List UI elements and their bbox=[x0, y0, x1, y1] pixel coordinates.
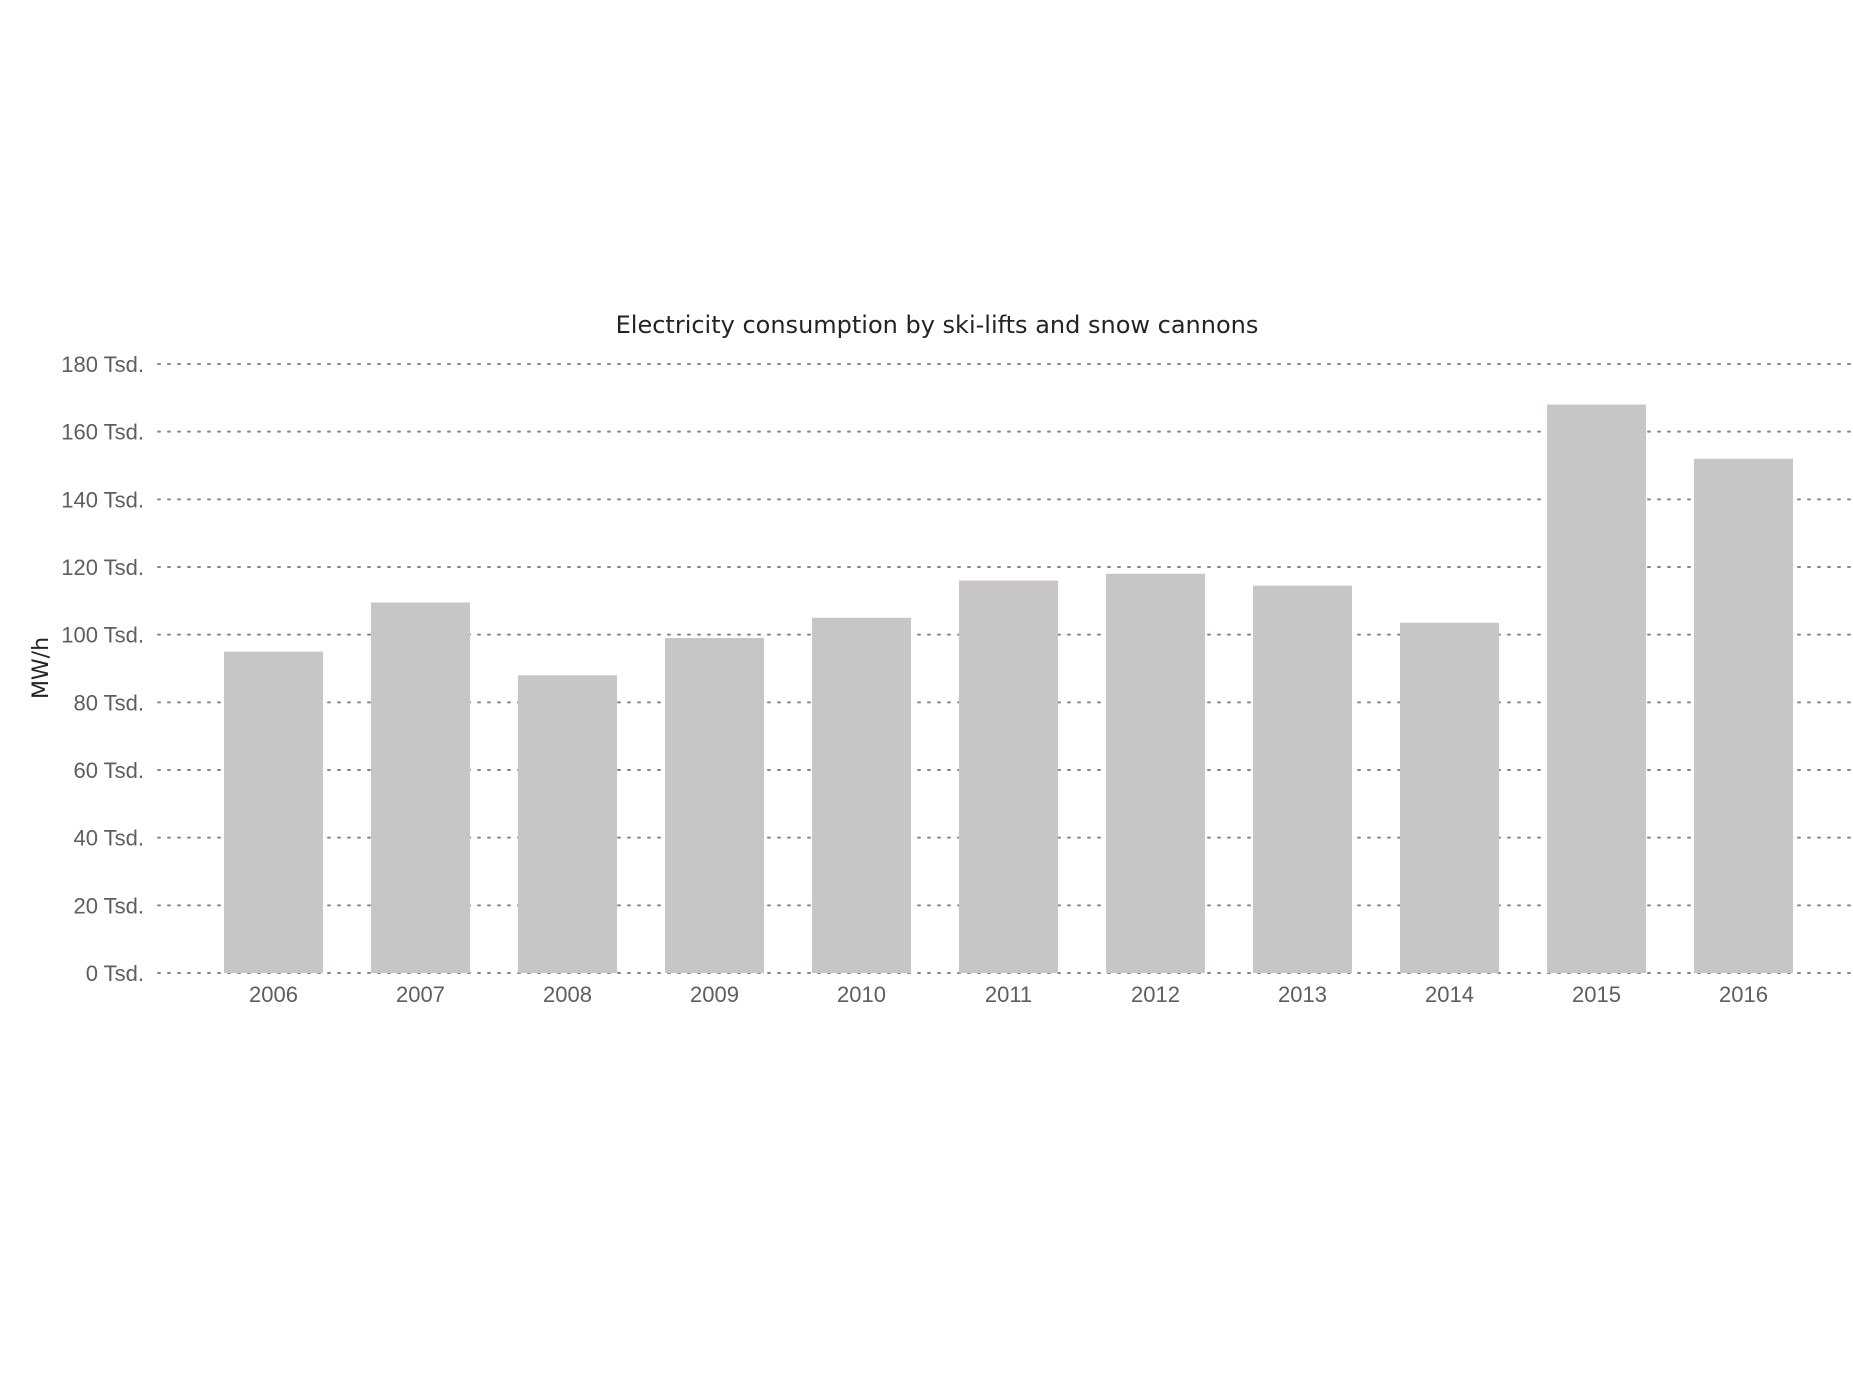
y-tick-label: 140 Tsd. bbox=[61, 487, 144, 512]
y-tick-label: 160 Tsd. bbox=[61, 420, 144, 445]
x-tick-label: 2009 bbox=[690, 982, 739, 1007]
bar-2013[interactable] bbox=[1253, 585, 1352, 973]
x-axis-ticks: 2006 2007 2008 2009 2010 2011 2012 2013 2014 2015… bbox=[249, 982, 1768, 1007]
y-tick-label: 120 Tsd. bbox=[61, 555, 144, 580]
bars bbox=[224, 404, 1793, 974]
y-tick-label: 60 Tsd. bbox=[73, 758, 144, 783]
bar-2007[interactable] bbox=[371, 602, 470, 973]
x-tick-label: 2011 bbox=[985, 982, 1032, 1007]
bar-2014[interactable] bbox=[1400, 622, 1499, 973]
y-tick-label: 100 Tsd. bbox=[61, 623, 144, 648]
bar-2012[interactable] bbox=[1106, 573, 1205, 973]
x-tick-label: 2012 bbox=[1131, 982, 1180, 1007]
y-tick-label: 0 Tsd. bbox=[86, 961, 144, 986]
x-tick-label: 2007 bbox=[396, 982, 445, 1007]
x-tick-label: 2013 bbox=[1278, 982, 1327, 1007]
bar-2009[interactable] bbox=[665, 638, 764, 973]
x-tick-label: 2010 bbox=[837, 982, 886, 1007]
y-tick-label: 20 Tsd. bbox=[73, 893, 144, 918]
y-tick-label: 80 Tsd. bbox=[73, 690, 144, 715]
y-tick-label: 180 Tsd. bbox=[61, 352, 144, 377]
x-tick-label: 2008 bbox=[543, 982, 592, 1007]
bar-2011[interactable] bbox=[959, 580, 1058, 973]
bar-2008[interactable] bbox=[518, 675, 617, 973]
bar-2015[interactable] bbox=[1547, 404, 1646, 974]
x-tick-label: 2006 bbox=[249, 982, 298, 1007]
x-tick-label: 2014 bbox=[1425, 982, 1474, 1007]
y-axis-label: MW/h bbox=[29, 637, 54, 699]
chart-title: Electricity consumption by ski-lifts and… bbox=[616, 311, 1259, 339]
y-tick-label: 40 Tsd. bbox=[73, 826, 144, 851]
bar-2010[interactable] bbox=[812, 617, 911, 973]
bar-2006[interactable] bbox=[224, 651, 323, 973]
y-axis-ticks: 0 Tsd. 20 Tsd. 40 Tsd. 60 Tsd. 80 Tsd. 100 Ts… bbox=[61, 352, 144, 986]
bar-2016[interactable] bbox=[1694, 458, 1793, 973]
x-tick-label: 2016 bbox=[1719, 982, 1768, 1007]
x-tick-label: 2015 bbox=[1572, 982, 1621, 1007]
